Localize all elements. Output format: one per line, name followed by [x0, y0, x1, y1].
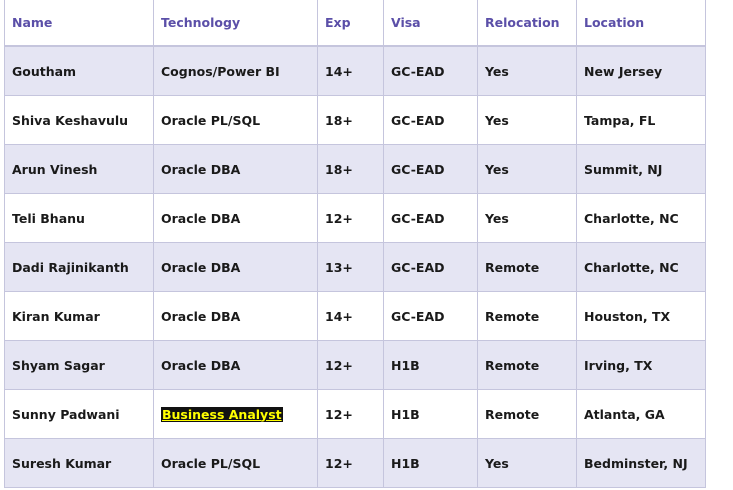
highlighted-technology: Business Analyst [161, 406, 283, 422]
header-row: Name Technology Exp Visa Relocation Loca… [4, 0, 706, 47]
cell-technology: Oracle PL/SQL [153, 438, 318, 488]
cell-location: Charlotte, NC [576, 193, 706, 243]
cell-technology: Oracle PL/SQL [153, 95, 318, 145]
cell-name: Kiran Kumar [4, 291, 154, 341]
header-visa: Visa [383, 0, 478, 47]
cell-name: Suresh Kumar [4, 438, 154, 488]
cell-visa: GC-EAD [383, 45, 478, 96]
table-row: Teli Bhanu Oracle DBA 12+ GC-EAD Yes Cha… [4, 193, 706, 243]
cell-relocation: Yes [477, 438, 577, 488]
table-header: Name Technology Exp Visa Relocation Loca… [4, 0, 706, 47]
cell-name: Sunny Padwani [4, 389, 154, 439]
cell-technology: Oracle DBA [153, 144, 318, 194]
cell-technology: Cognos/Power BI [153, 45, 318, 96]
cell-relocation: Remote [477, 389, 577, 439]
cell-name: Arun Vinesh [4, 144, 154, 194]
cell-exp: 12+ [317, 193, 384, 243]
cell-relocation: Remote [477, 340, 577, 390]
cell-location: Summit, NJ [576, 144, 706, 194]
cell-technology: Oracle DBA [153, 340, 318, 390]
header-technology: Technology [153, 0, 318, 47]
cell-name: Shiva Keshavulu [4, 95, 154, 145]
cell-visa: GC-EAD [383, 193, 478, 243]
cell-visa: GC-EAD [383, 242, 478, 292]
table-row: Goutham Cognos/Power BI 14+ GC-EAD Yes N… [4, 45, 706, 96]
cell-technology: Oracle DBA [153, 242, 318, 292]
cell-location: Atlanta, GA [576, 389, 706, 439]
cell-location: New Jersey [576, 45, 706, 96]
cell-visa: H1B [383, 340, 478, 390]
table-row: Suresh Kumar Oracle PL/SQL 12+ H1B Yes B… [4, 438, 706, 488]
cell-visa: GC-EAD [383, 144, 478, 194]
cell-visa: GC-EAD [383, 95, 478, 145]
cell-exp: 12+ [317, 389, 384, 439]
cell-relocation: Yes [477, 144, 577, 194]
candidates-table: Name Technology Exp Visa Relocation Loca… [4, 0, 706, 488]
cell-exp: 13+ [317, 242, 384, 292]
cell-exp: 12+ [317, 340, 384, 390]
table-body: Goutham Cognos/Power BI 14+ GC-EAD Yes N… [4, 45, 706, 488]
table-row: Kiran Kumar Oracle DBA 14+ GC-EAD Remote… [4, 291, 706, 341]
cell-relocation: Remote [477, 291, 577, 341]
header-relocation: Relocation [477, 0, 577, 47]
cell-visa: H1B [383, 389, 478, 439]
cell-location: Tampa, FL [576, 95, 706, 145]
cell-name: Shyam Sagar [4, 340, 154, 390]
cell-relocation: Remote [477, 242, 577, 292]
cell-location: Charlotte, NC [576, 242, 706, 292]
header-name: Name [4, 0, 154, 47]
cell-location: Bedminster, NJ [576, 438, 706, 488]
cell-exp: 18+ [317, 144, 384, 194]
table-row: Sunny Padwani Business Analyst 12+ H1B R… [4, 389, 706, 439]
cell-relocation: Yes [477, 45, 577, 96]
cell-visa: GC-EAD [383, 291, 478, 341]
cell-name: Dadi Rajinikanth [4, 242, 154, 292]
cell-name: Teli Bhanu [4, 193, 154, 243]
cell-exp: 18+ [317, 95, 384, 145]
cell-exp: 14+ [317, 45, 384, 96]
header-exp: Exp [317, 0, 384, 47]
cell-exp: 12+ [317, 438, 384, 488]
header-location: Location [576, 0, 706, 47]
cell-location: Houston, TX [576, 291, 706, 341]
cell-technology: Oracle DBA [153, 193, 318, 243]
cell-technology: Oracle DBA [153, 291, 318, 341]
table-row: Arun Vinesh Oracle DBA 18+ GC-EAD Yes Su… [4, 144, 706, 194]
cell-relocation: Yes [477, 95, 577, 145]
cell-relocation: Yes [477, 193, 577, 243]
table-row: Dadi Rajinikanth Oracle DBA 13+ GC-EAD R… [4, 242, 706, 292]
table-row: Shyam Sagar Oracle DBA 12+ H1B Remote Ir… [4, 340, 706, 390]
table-row: Shiva Keshavulu Oracle PL/SQL 18+ GC-EAD… [4, 95, 706, 145]
cell-technology: Business Analyst [153, 389, 318, 439]
cell-name: Goutham [4, 45, 154, 96]
cell-visa: H1B [383, 438, 478, 488]
cell-location: Irving, TX [576, 340, 706, 390]
cell-exp: 14+ [317, 291, 384, 341]
